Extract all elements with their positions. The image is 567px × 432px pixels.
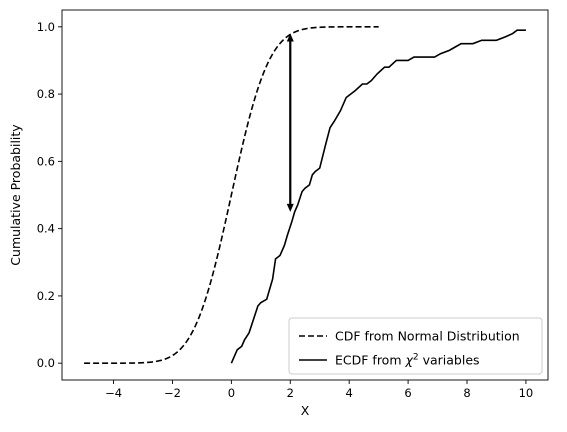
x-axis-label: X	[301, 403, 310, 418]
axes-frame	[61, 9, 549, 381]
y-tick-label: 0.4	[37, 222, 55, 236]
legend-label: ECDF from χ2 variables	[335, 353, 480, 368]
y-tick-label: 1.0	[37, 20, 55, 34]
y-tick-label: 0.8	[37, 87, 55, 101]
annotation-arrow-head-down	[286, 203, 294, 212]
annotation-layer	[286, 33, 294, 212]
y-axis-ticks: 0.0 0.2 0.4 0.6 0.8 1.0	[37, 20, 62, 370]
plot-area: −4 −2 0 2 4 6 8 10 0.0 0.2 0.4 0.6 0.8 1.0	[37, 9, 549, 400]
legend: CDF from Normal Distribution ECDF from χ2…	[288, 317, 543, 375]
x-tick-label: 10	[519, 386, 534, 400]
x-tick-label: −4	[105, 386, 122, 400]
annotation-arrow-head-up	[286, 33, 294, 42]
x-axis-ticks: −4 −2 0 2 4 6 8 10	[105, 380, 533, 400]
legend-label: CDF from Normal Distribution	[335, 329, 520, 344]
x-tick-label: 4	[346, 386, 353, 400]
y-tick-label: 0.6	[37, 154, 55, 168]
x-tick-label: 0	[228, 386, 235, 400]
y-tick-label: 0.0	[37, 356, 55, 370]
series-layer	[84, 26, 526, 364]
y-axis-label: Cumulative Probability	[8, 124, 23, 266]
y-tick-label: 0.2	[37, 289, 55, 303]
x-tick-label: 8	[463, 386, 470, 400]
x-tick-label: −2	[164, 386, 181, 400]
series-line-normal-cdf	[84, 26, 379, 364]
x-tick-label: 6	[404, 386, 411, 400]
x-tick-label: 2	[287, 386, 294, 400]
series-line-ecdf	[230, 29, 526, 364]
legend-box	[288, 317, 543, 375]
